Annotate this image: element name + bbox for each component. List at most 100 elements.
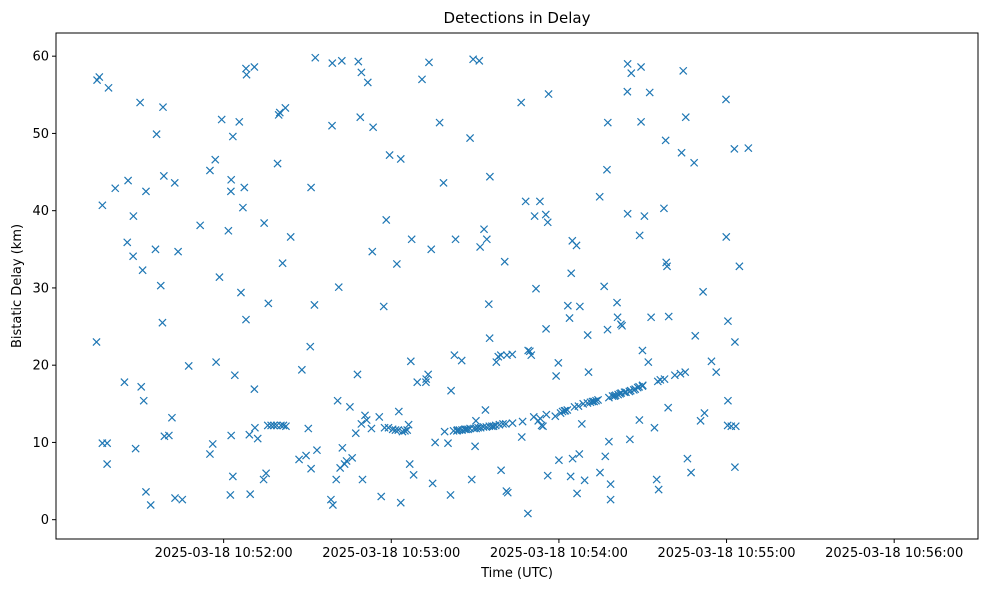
data-point xyxy=(311,53,320,62)
data-point xyxy=(443,439,453,448)
data-point xyxy=(580,476,589,485)
data-point xyxy=(124,176,133,185)
data-point xyxy=(500,257,509,266)
data-point xyxy=(413,378,422,387)
x-axis-label: Time (UTC) xyxy=(480,566,553,581)
data-point xyxy=(394,426,403,435)
data-point xyxy=(603,325,612,334)
data-point xyxy=(417,75,427,84)
data-point xyxy=(660,375,669,384)
data-point xyxy=(362,416,371,425)
data-point xyxy=(503,488,512,497)
data-point xyxy=(722,232,731,241)
data-point xyxy=(400,426,409,435)
data-point xyxy=(730,144,739,153)
data-points xyxy=(92,53,753,518)
data-point xyxy=(492,358,501,367)
data-point xyxy=(612,298,622,307)
data-point xyxy=(679,66,688,75)
data-point xyxy=(466,424,475,433)
data-point xyxy=(496,351,505,360)
data-point xyxy=(471,416,480,425)
data-point xyxy=(435,118,444,127)
data-point xyxy=(363,78,372,87)
data-point xyxy=(476,242,485,252)
data-point xyxy=(141,187,150,196)
data-point xyxy=(661,136,670,145)
data-point xyxy=(382,215,391,224)
data-point xyxy=(260,219,269,228)
data-point xyxy=(469,55,478,64)
data-point xyxy=(471,442,480,451)
data-point xyxy=(573,489,582,498)
data-point xyxy=(501,419,510,428)
data-point xyxy=(152,130,161,139)
data-point xyxy=(228,472,237,481)
data-point xyxy=(310,300,319,309)
data-point xyxy=(307,183,316,192)
data-point xyxy=(398,427,407,436)
data-point xyxy=(439,178,448,187)
data-point xyxy=(103,439,112,448)
y-tick-label: 30 xyxy=(32,281,49,296)
data-point xyxy=(584,368,593,377)
data-point xyxy=(551,412,560,421)
data-point xyxy=(342,456,351,465)
data-point xyxy=(611,391,620,400)
x-tick-label: 2025-03-18 10:53:00 xyxy=(322,546,460,561)
data-point xyxy=(353,370,362,379)
data-point xyxy=(264,299,273,308)
data-point xyxy=(357,68,366,77)
data-point xyxy=(623,87,632,96)
data-point xyxy=(638,381,647,390)
data-point xyxy=(159,171,168,180)
data-point xyxy=(485,172,494,181)
data-point xyxy=(606,480,615,489)
data-point xyxy=(396,498,405,507)
data-point xyxy=(338,443,347,452)
data-point xyxy=(723,317,732,326)
data-point xyxy=(543,218,552,227)
data-point xyxy=(424,370,433,379)
data-point xyxy=(422,375,431,384)
data-point xyxy=(593,395,603,404)
data-point xyxy=(446,490,455,499)
data-point xyxy=(637,62,646,72)
x-tick-label: 2025-03-18 10:55:00 xyxy=(658,546,796,561)
data-point xyxy=(104,83,113,92)
data-point xyxy=(384,423,393,432)
data-point xyxy=(139,396,148,405)
data-point xyxy=(211,155,220,164)
data-point xyxy=(541,210,550,219)
data-point xyxy=(306,342,315,351)
data-point xyxy=(577,419,586,428)
data-point xyxy=(129,252,138,261)
data-point xyxy=(274,110,283,119)
data-point xyxy=(246,490,255,499)
data-point xyxy=(497,466,506,475)
data-point xyxy=(167,413,176,422)
data-point xyxy=(475,56,484,65)
data-point xyxy=(245,430,254,439)
data-point xyxy=(356,113,365,122)
data-point xyxy=(297,365,306,374)
data-point xyxy=(489,422,498,431)
data-point xyxy=(279,421,288,430)
data-point xyxy=(228,132,237,141)
data-point xyxy=(111,184,120,193)
data-point xyxy=(531,284,541,293)
y-tick-label: 10 xyxy=(32,436,49,451)
data-point xyxy=(659,204,668,213)
data-point xyxy=(467,475,476,484)
data-point xyxy=(158,318,167,327)
data-point xyxy=(625,435,634,444)
data-point xyxy=(263,421,272,430)
data-point xyxy=(518,417,527,426)
data-point xyxy=(428,479,437,488)
data-point xyxy=(626,386,635,395)
data-point xyxy=(664,312,673,321)
data-point xyxy=(521,197,530,206)
data-point xyxy=(554,358,563,367)
data-point xyxy=(164,431,173,440)
